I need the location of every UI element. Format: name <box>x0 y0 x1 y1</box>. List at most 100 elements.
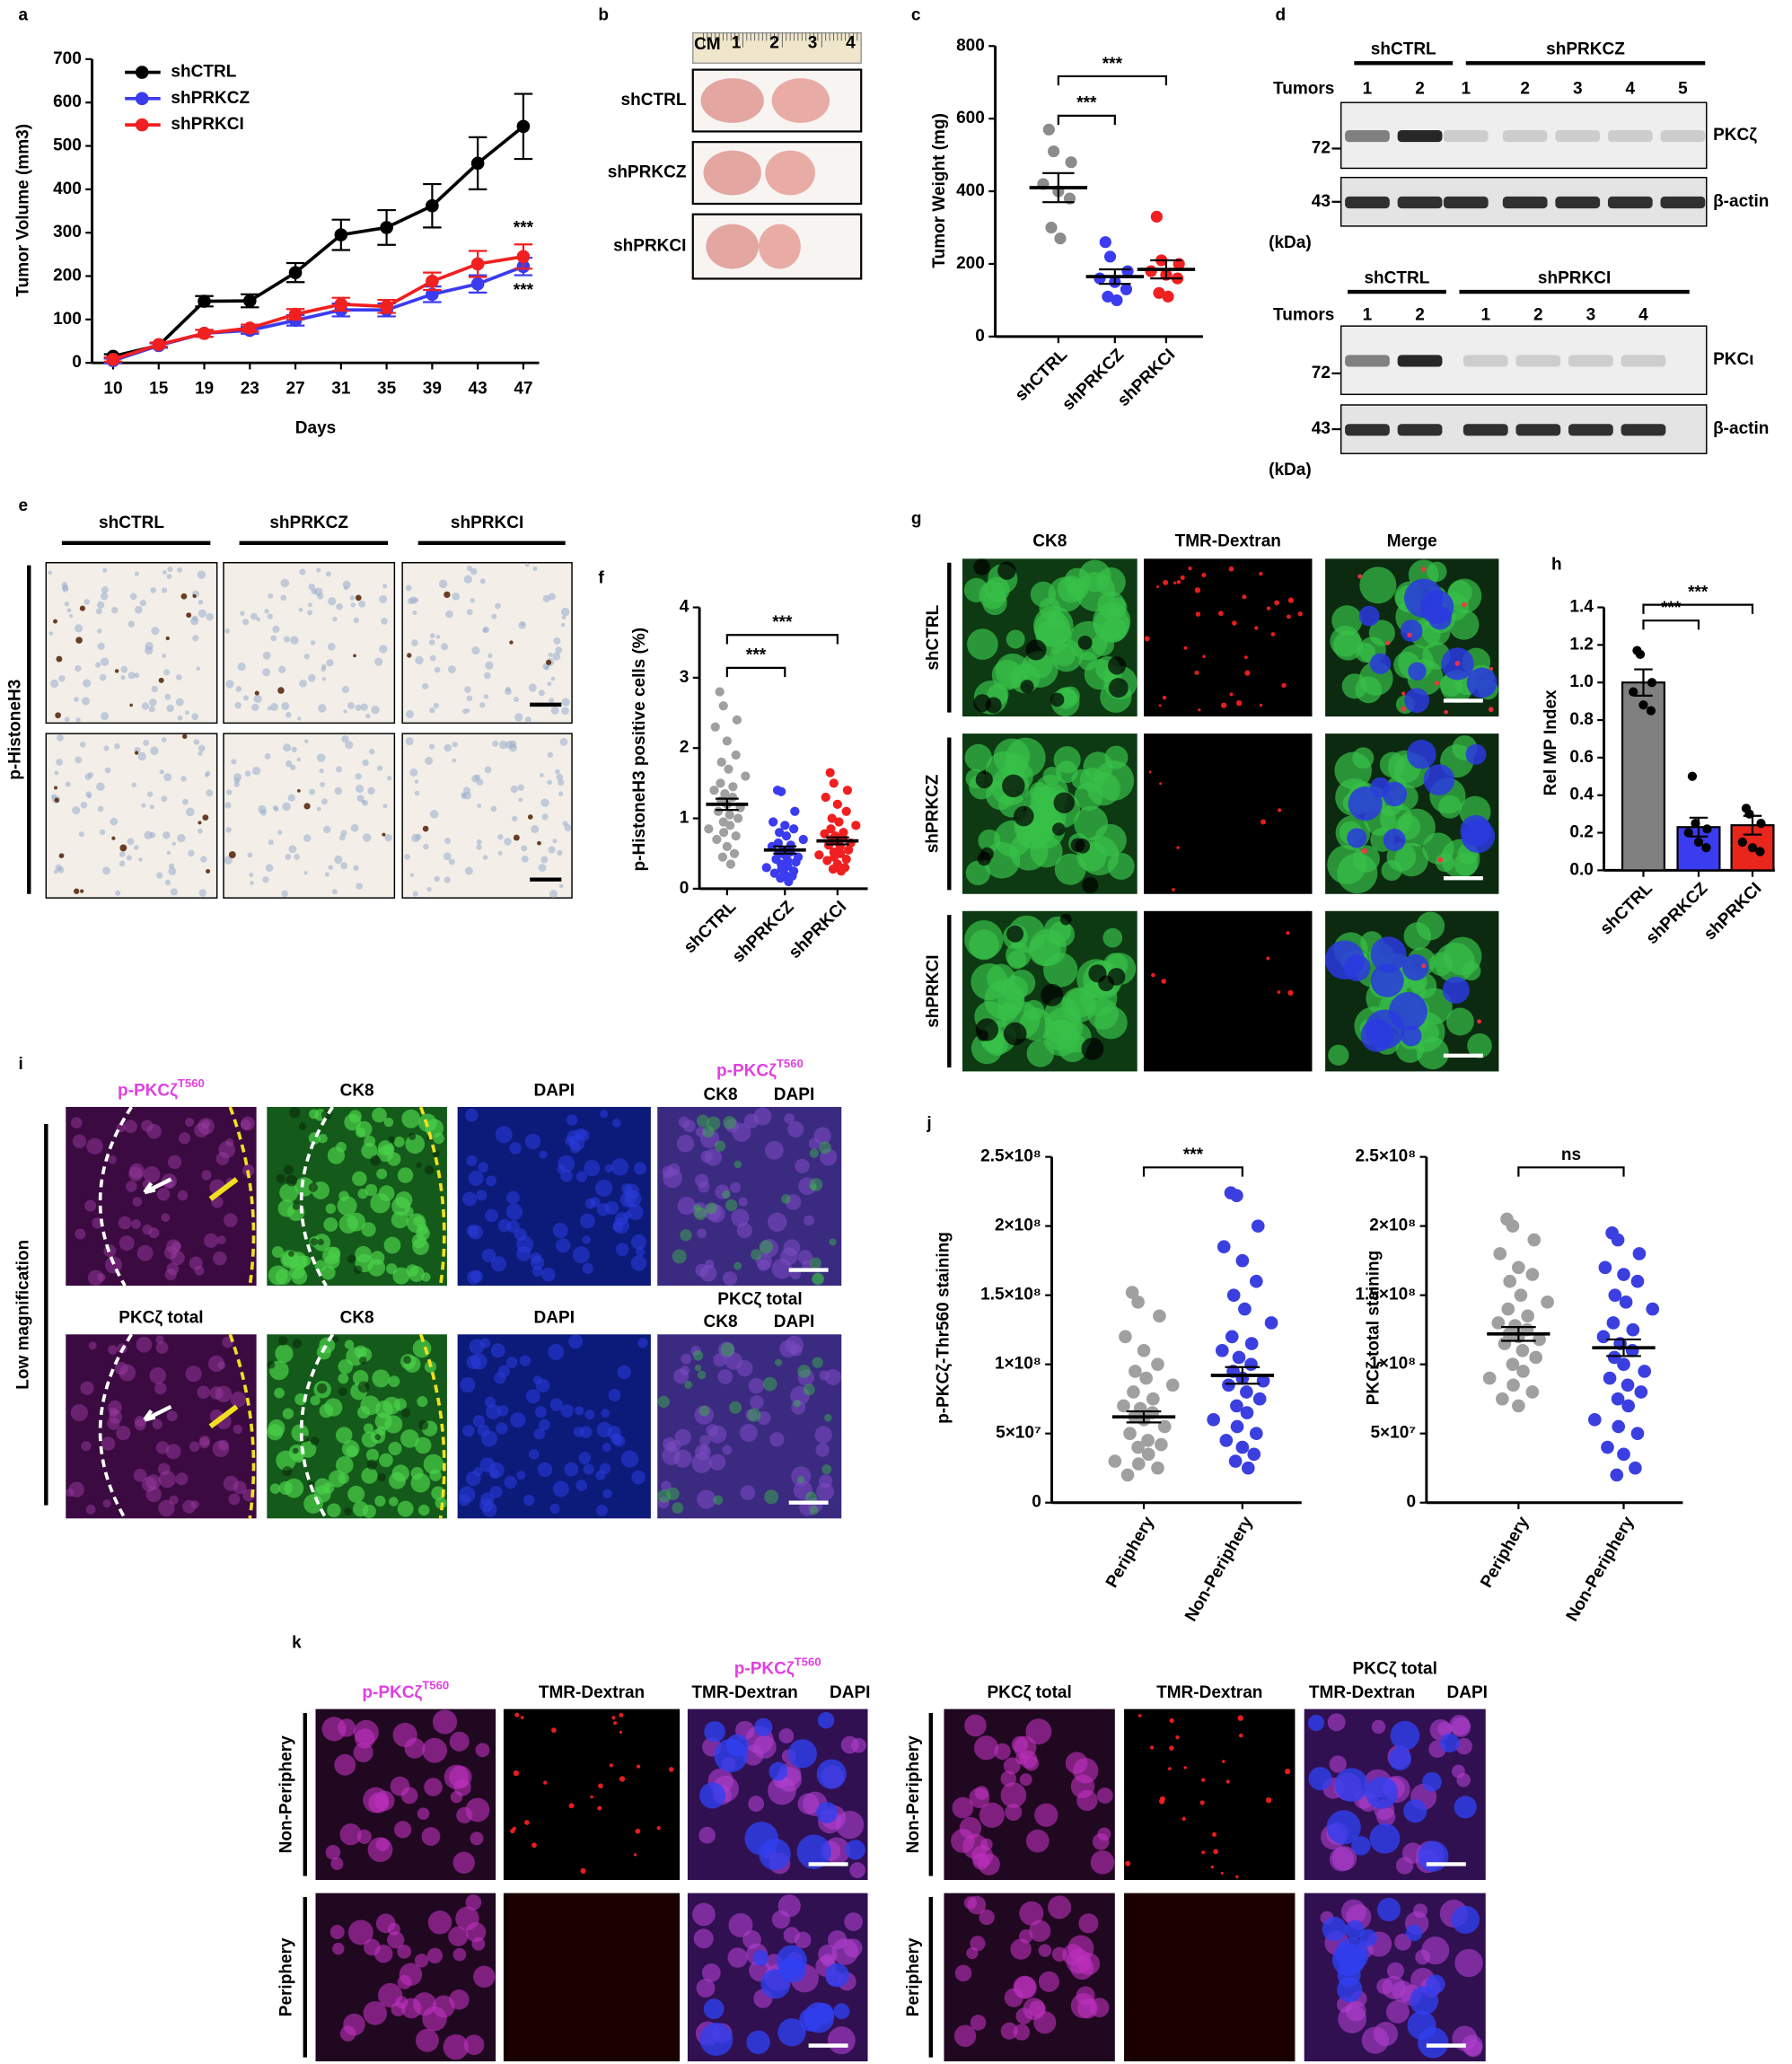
data-point <box>1506 1219 1520 1233</box>
stain-spot <box>965 860 991 886</box>
column-label: CK8 <box>1032 531 1067 550</box>
ruler-tick-label: 3 <box>808 33 818 52</box>
stain-spot <box>747 1408 761 1422</box>
stain-spot <box>391 1464 409 1482</box>
stain-spot <box>353 1265 363 1275</box>
stain-spot <box>414 1954 429 1968</box>
stain-spot <box>283 636 290 643</box>
stain-spot <box>151 627 160 636</box>
stain-spot <box>977 1030 988 1041</box>
stain-spot <box>310 640 316 646</box>
data-point <box>1747 843 1758 853</box>
merge-label: p-PKCζT560 <box>734 1656 821 1679</box>
stain-spot <box>474 774 481 781</box>
stain-spot <box>190 1500 199 1509</box>
stain-spot <box>242 695 250 701</box>
stain-spot <box>267 706 272 711</box>
stain-spot <box>1221 1760 1225 1763</box>
column-label: DAPI <box>534 1081 575 1100</box>
y-tick-label: 1×10⁸ <box>995 1355 1041 1374</box>
stain-spot <box>1220 1871 1224 1875</box>
stain-spot <box>778 1728 795 1743</box>
stain-spot <box>189 1256 203 1270</box>
data-point <box>709 786 719 795</box>
data-point <box>1247 1447 1261 1462</box>
significance-bracket <box>1642 619 1700 630</box>
data-point <box>1103 250 1117 263</box>
stain-spot <box>1173 581 1177 584</box>
stain-spot <box>694 1364 702 1372</box>
stain-spot <box>1053 792 1075 813</box>
stain-spot <box>1394 1933 1412 1951</box>
stain-spot <box>411 833 420 843</box>
stain-spot <box>725 1199 738 1212</box>
stain-spot <box>537 1462 553 1478</box>
stain-spot <box>64 602 70 607</box>
stain-spot <box>550 707 559 715</box>
stain-spot <box>201 1170 212 1181</box>
stain-spot <box>663 1436 677 1451</box>
stain-spot <box>609 1763 613 1768</box>
stain-spot <box>601 1409 611 1418</box>
stain-spot <box>464 866 473 875</box>
y-tick-label: 200 <box>956 254 985 273</box>
stain-spot <box>1201 1778 1206 1782</box>
stain-spot <box>537 840 541 846</box>
data-point <box>1647 678 1657 688</box>
stain-spot <box>50 794 57 800</box>
tumor <box>758 224 801 269</box>
stain-spot <box>1090 1850 1115 1875</box>
stain-spot <box>1334 751 1372 790</box>
data-point <box>288 307 303 321</box>
significance-label: *** <box>772 613 793 632</box>
data-point <box>1606 1316 1621 1330</box>
stain-spot <box>531 825 540 833</box>
stain-spot <box>411 639 418 646</box>
stain-spot <box>354 1345 367 1358</box>
data-point <box>1607 1350 1621 1365</box>
marker-label: 72 <box>1312 139 1331 158</box>
stain-spot <box>284 1164 294 1175</box>
column-label: PKCζ total <box>987 1683 1071 1702</box>
stain-spot <box>1199 1800 1205 1805</box>
data-point <box>1230 1419 1244 1434</box>
stain-spot <box>281 701 290 710</box>
significance-label: ns <box>1561 1146 1581 1164</box>
stain-spot <box>471 646 480 655</box>
stain-spot <box>1213 1849 1219 1855</box>
stain-spot <box>111 836 116 840</box>
stain-spot <box>979 1802 1005 1828</box>
stain-spot <box>781 1194 791 1204</box>
stain-spot <box>532 566 538 572</box>
blot-band <box>1660 129 1706 143</box>
stain-spot <box>1013 1975 1036 1998</box>
data-point <box>733 813 743 823</box>
stain-spot <box>119 1235 135 1252</box>
stain-spot <box>355 784 365 794</box>
data-point <box>710 722 720 732</box>
stain-spot <box>393 1136 405 1147</box>
data-point <box>1516 1365 1530 1378</box>
stain-spot <box>198 744 206 752</box>
y-axis-label: p-PKCζ-Thr560 staining <box>934 1232 953 1424</box>
data-point <box>790 806 800 816</box>
data-point <box>1737 837 1747 848</box>
stain-spot <box>1451 1717 1471 1737</box>
stain-spot <box>303 739 309 743</box>
stain-spot <box>558 883 564 889</box>
stain-spot <box>733 1261 742 1270</box>
stain-spot <box>727 1947 748 1968</box>
data-point <box>719 828 729 838</box>
stain-spot <box>234 702 242 709</box>
stain-spot <box>580 1213 595 1229</box>
x-tick-label: 23 <box>241 379 259 398</box>
stain-spot <box>723 1270 738 1286</box>
stain-spot <box>803 1383 815 1396</box>
stain-spot <box>1335 1937 1369 1972</box>
stain-spot <box>468 1171 484 1186</box>
marker-label: 43 <box>1312 419 1331 438</box>
data-point <box>1619 1295 1633 1309</box>
y-tick-label: 400 <box>956 181 985 200</box>
stain-spot <box>599 1462 611 1475</box>
stain-spot <box>704 1721 725 1743</box>
